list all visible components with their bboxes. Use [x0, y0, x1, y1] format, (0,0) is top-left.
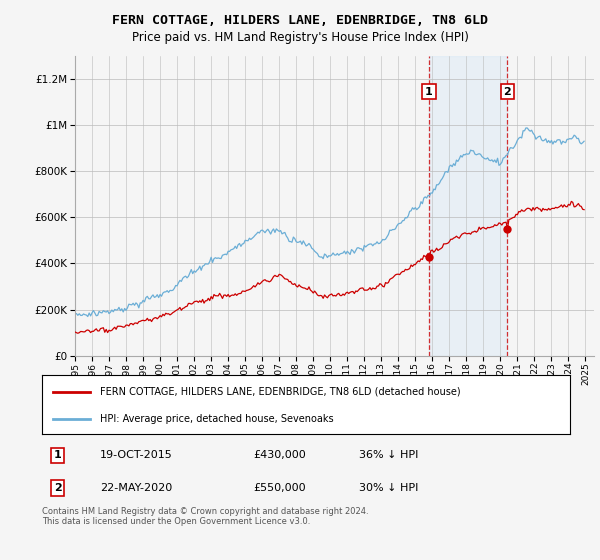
- Text: HPI: Average price, detached house, Sevenoaks: HPI: Average price, detached house, Seve…: [100, 414, 334, 424]
- Text: 19-OCT-2015: 19-OCT-2015: [100, 450, 173, 460]
- Text: £550,000: £550,000: [253, 483, 306, 493]
- Text: FERN COTTAGE, HILDERS LANE, EDENBRIDGE, TN8 6LD (detached house): FERN COTTAGE, HILDERS LANE, EDENBRIDGE, …: [100, 386, 461, 396]
- Text: 1: 1: [425, 87, 433, 97]
- Text: Price paid vs. HM Land Registry's House Price Index (HPI): Price paid vs. HM Land Registry's House …: [131, 31, 469, 44]
- Text: 2: 2: [503, 87, 511, 97]
- Text: 36% ↓ HPI: 36% ↓ HPI: [359, 450, 418, 460]
- Text: 2: 2: [54, 483, 62, 493]
- Text: £430,000: £430,000: [253, 450, 306, 460]
- Text: Contains HM Land Registry data © Crown copyright and database right 2024.
This d: Contains HM Land Registry data © Crown c…: [42, 507, 368, 526]
- Text: 1: 1: [54, 450, 62, 460]
- Bar: [429, 56, 507, 356]
- Text: FERN COTTAGE, HILDERS LANE, EDENBRIDGE, TN8 6LD: FERN COTTAGE, HILDERS LANE, EDENBRIDGE, …: [112, 14, 488, 27]
- Text: 30% ↓ HPI: 30% ↓ HPI: [359, 483, 418, 493]
- Text: 22-MAY-2020: 22-MAY-2020: [100, 483, 172, 493]
